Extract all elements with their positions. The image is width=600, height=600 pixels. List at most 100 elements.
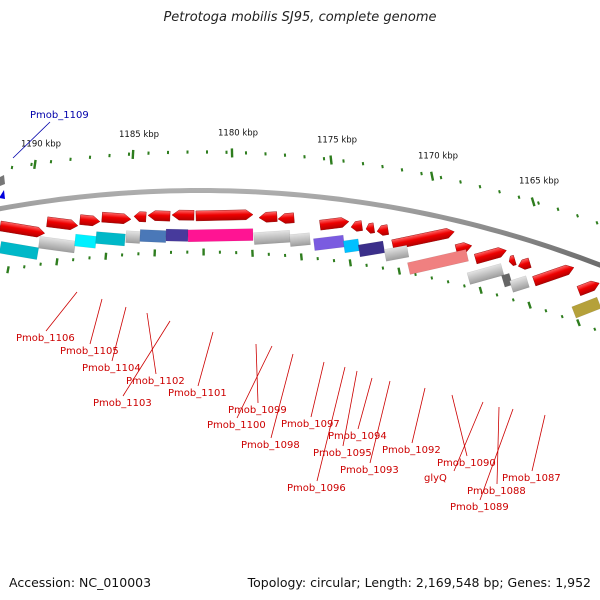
scale-inner-dot — [169, 250, 173, 254]
gene-leader-line — [453, 401, 484, 472]
gene-label[interactable]: Pmob_1092 — [382, 445, 441, 456]
gene-arrow[interactable] — [258, 211, 278, 223]
domain-block — [342, 238, 361, 254]
gene-label[interactable]: Pmob_1089 — [450, 502, 509, 513]
scale-minor-tick — [225, 150, 228, 154]
gene-label[interactable]: Pmob_1088 — [467, 486, 526, 497]
gene-arrow[interactable] — [576, 279, 600, 297]
scale-inner-dot — [137, 252, 140, 256]
scale-major-tick — [430, 171, 435, 181]
scale-minor-tick — [576, 214, 579, 218]
gene-arrow[interactable] — [319, 217, 350, 231]
gene-label[interactable]: Pmob_1094 — [328, 431, 387, 442]
domain-block — [357, 240, 386, 258]
gene-arrow[interactable] — [147, 210, 171, 222]
domain-block — [253, 230, 291, 245]
scale-minor-tick — [361, 161, 365, 166]
scale-inner-dot — [120, 253, 124, 257]
scale-major-tick — [329, 155, 333, 165]
scale-minor-tick — [459, 180, 462, 184]
gene-arrow[interactable] — [277, 212, 295, 224]
gene-arrow[interactable] — [532, 263, 576, 287]
gene-arrow[interactable] — [350, 220, 363, 232]
scale-inner-dot — [23, 265, 26, 269]
gene-arrow[interactable] — [0, 220, 46, 238]
scale-minor-tick — [595, 220, 599, 225]
scale-minor-tick — [342, 159, 345, 163]
gene-label[interactable]: Pmob_1098 — [241, 440, 300, 451]
gene-arrow[interactable] — [376, 224, 389, 237]
gene-leader-line — [270, 353, 294, 439]
scale-inner-dot — [316, 257, 319, 261]
gene-label[interactable]: Pmob_1093 — [340, 465, 399, 476]
gene-label[interactable]: Pmob_1090 — [437, 458, 496, 469]
scale-minor-tick — [30, 162, 33, 167]
gene-label[interactable]: Pmob_1102 — [126, 376, 185, 387]
gene-label[interactable]: Pmob_1097 — [281, 419, 340, 430]
gene-arrow[interactable] — [46, 216, 79, 231]
gene-arrow[interactable] — [133, 211, 147, 223]
scale-inner-tick — [397, 267, 402, 275]
scale-minor-tick — [381, 164, 384, 169]
scale-inner-dot — [593, 327, 597, 331]
gene-label[interactable]: Pmob_1105 — [60, 346, 119, 357]
highlight-gene-bar[interactable] — [0, 175, 5, 186]
gene-leader-line — [89, 298, 103, 345]
gene-arrow[interactable] — [79, 214, 101, 227]
scale-minor-tick — [127, 152, 131, 156]
scale-inner-tick — [55, 258, 59, 266]
gene-leader-line — [342, 370, 358, 447]
gene-label[interactable]: Pmob_1106 — [16, 333, 75, 344]
domain-block — [38, 236, 76, 254]
domain-block — [0, 241, 39, 260]
gene-arrow[interactable] — [195, 209, 254, 222]
gene-label[interactable]: Pmob_1101 — [168, 388, 227, 399]
gene-label[interactable]: Pmob_1104 — [82, 363, 141, 374]
domain-block — [139, 229, 167, 243]
gene-arrow[interactable] — [508, 254, 517, 266]
domain-block — [571, 296, 600, 319]
gene-arrow[interactable] — [171, 209, 195, 221]
scale-minor-tick — [478, 184, 482, 189]
gene-leader-line — [310, 361, 325, 418]
scale-tick-label: 1175 kbp — [317, 135, 357, 145]
domain-block — [383, 245, 410, 262]
scale-minor-tick — [264, 152, 267, 156]
gene-leader-line — [369, 380, 391, 464]
scale-tick-label: 1180 kbp — [218, 128, 258, 138]
gene-leader-line — [496, 406, 500, 485]
scale-minor-tick — [322, 157, 326, 161]
scale-inner-tick — [6, 266, 10, 274]
gene-label[interactable]: Pmob_1103 — [93, 398, 152, 409]
gene-label[interactable]: Pmob_1099 — [228, 405, 287, 416]
gene-arrow[interactable] — [473, 246, 508, 265]
gene-leader-line — [197, 331, 214, 387]
gene-leader-line — [411, 387, 426, 444]
scale-inner-tick — [478, 286, 483, 294]
gene-arrow[interactable] — [365, 222, 375, 234]
scale-minor-tick — [69, 157, 72, 162]
gene-arrow[interactable] — [101, 211, 132, 224]
gene-label[interactable]: Pmob_1096 — [287, 483, 346, 494]
scale-inner-dot — [283, 253, 287, 258]
scale-minor-tick — [88, 155, 92, 159]
domain-block — [74, 233, 97, 249]
gene-label[interactable]: Pmob_1087 — [502, 473, 561, 484]
scale-inner-dot — [544, 308, 548, 313]
gene-label[interactable]: Pmob_1095 — [313, 448, 372, 459]
scale-inner-dot — [446, 280, 450, 284]
accession-text: Accession: NC_010003 — [9, 575, 152, 590]
domain-block — [466, 263, 505, 285]
scale-inner-dot — [511, 298, 515, 302]
gene-label[interactable]: Pmob_1100 — [207, 420, 266, 431]
highlight-gene-label[interactable]: Pmob_1109 — [30, 110, 89, 121]
gene-label[interactable]: glyQ — [424, 473, 447, 484]
scale-minor-tick — [10, 165, 14, 170]
scale-inner-tick — [527, 301, 532, 309]
scale-minor-tick — [283, 153, 287, 157]
highlight-gene-arrow[interactable] — [0, 190, 5, 199]
gene-arrow[interactable] — [517, 257, 532, 271]
gene-leader-line — [316, 366, 346, 482]
scale-inner-tick — [251, 249, 254, 257]
